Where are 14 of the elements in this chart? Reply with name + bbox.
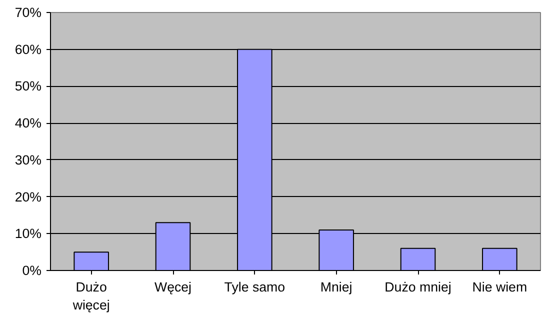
y-tick-label: 50% — [14, 78, 42, 94]
x-tick-label: Mniej — [320, 280, 352, 294]
y-tick-label: 30% — [14, 152, 42, 168]
y-tick-label: 40% — [14, 116, 42, 131]
y-tick-label: 70% — [14, 5, 42, 20]
x-tick-label: Dużo mniej — [384, 280, 452, 294]
x-tick-label: Dużo więcej — [72, 280, 110, 312]
y-tick-label: 60% — [14, 42, 42, 57]
x-tick-label: Węcej — [154, 280, 192, 294]
y-tick-label: 0% — [22, 263, 42, 278]
x-tick-label: Tyle samo — [224, 280, 286, 294]
y-tick-label: 10% — [14, 226, 42, 242]
y-tick-label: 20% — [14, 189, 42, 204]
x-tick-label: Nie wiem — [472, 280, 528, 294]
